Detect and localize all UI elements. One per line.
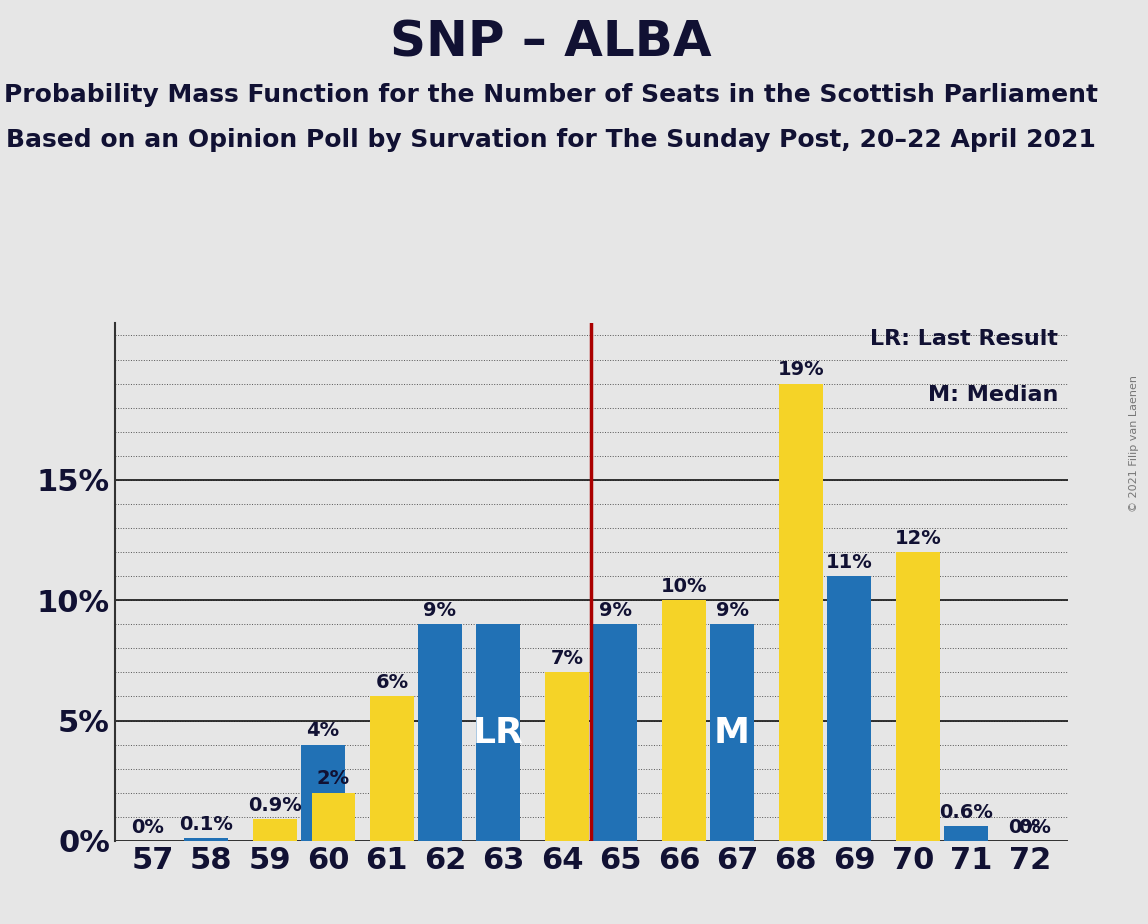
Text: 12%: 12% — [894, 529, 941, 548]
Bar — [545, 673, 589, 841]
Text: 2%: 2% — [317, 770, 350, 788]
Text: 9%: 9% — [424, 601, 456, 620]
Bar — [827, 576, 871, 841]
Text: M: Median: M: Median — [928, 385, 1058, 406]
Text: 0%: 0% — [131, 818, 164, 836]
Bar — [311, 793, 356, 841]
Text: Probability Mass Function for the Number of Seats in the Scottish Parliament: Probability Mass Function for the Number… — [5, 83, 1097, 107]
Text: Based on an Opinion Poll by Survation for The Sunday Post, 20–22 April 2021: Based on an Opinion Poll by Survation fo… — [6, 128, 1096, 152]
Bar — [711, 625, 754, 841]
Bar — [301, 745, 344, 841]
Text: LR: LR — [473, 715, 523, 749]
Text: 0.9%: 0.9% — [248, 796, 302, 815]
Text: 9%: 9% — [599, 601, 631, 620]
Bar — [594, 625, 637, 841]
Text: 10%: 10% — [661, 577, 707, 596]
Text: 0%: 0% — [1018, 818, 1052, 836]
Bar — [476, 625, 520, 841]
Bar — [418, 625, 461, 841]
Bar — [184, 838, 228, 841]
Bar — [370, 697, 413, 841]
Text: 11%: 11% — [825, 553, 872, 572]
Text: 9%: 9% — [715, 601, 748, 620]
Bar — [662, 601, 706, 841]
Bar — [897, 552, 940, 841]
Text: LR: Last Result: LR: Last Result — [870, 329, 1058, 348]
Bar — [944, 826, 987, 841]
Text: 19%: 19% — [777, 360, 824, 379]
Text: 6%: 6% — [375, 673, 409, 692]
Text: 0%: 0% — [1008, 818, 1041, 836]
Bar — [253, 820, 297, 841]
Text: 7%: 7% — [551, 649, 583, 668]
Text: M: M — [714, 715, 750, 749]
Text: 0.1%: 0.1% — [179, 815, 233, 834]
Text: 0.6%: 0.6% — [939, 803, 993, 822]
Bar — [779, 383, 823, 841]
Text: © 2021 Filip van Laenen: © 2021 Filip van Laenen — [1128, 375, 1139, 512]
Text: SNP – ALBA: SNP – ALBA — [390, 18, 712, 67]
Text: 4%: 4% — [307, 722, 340, 740]
